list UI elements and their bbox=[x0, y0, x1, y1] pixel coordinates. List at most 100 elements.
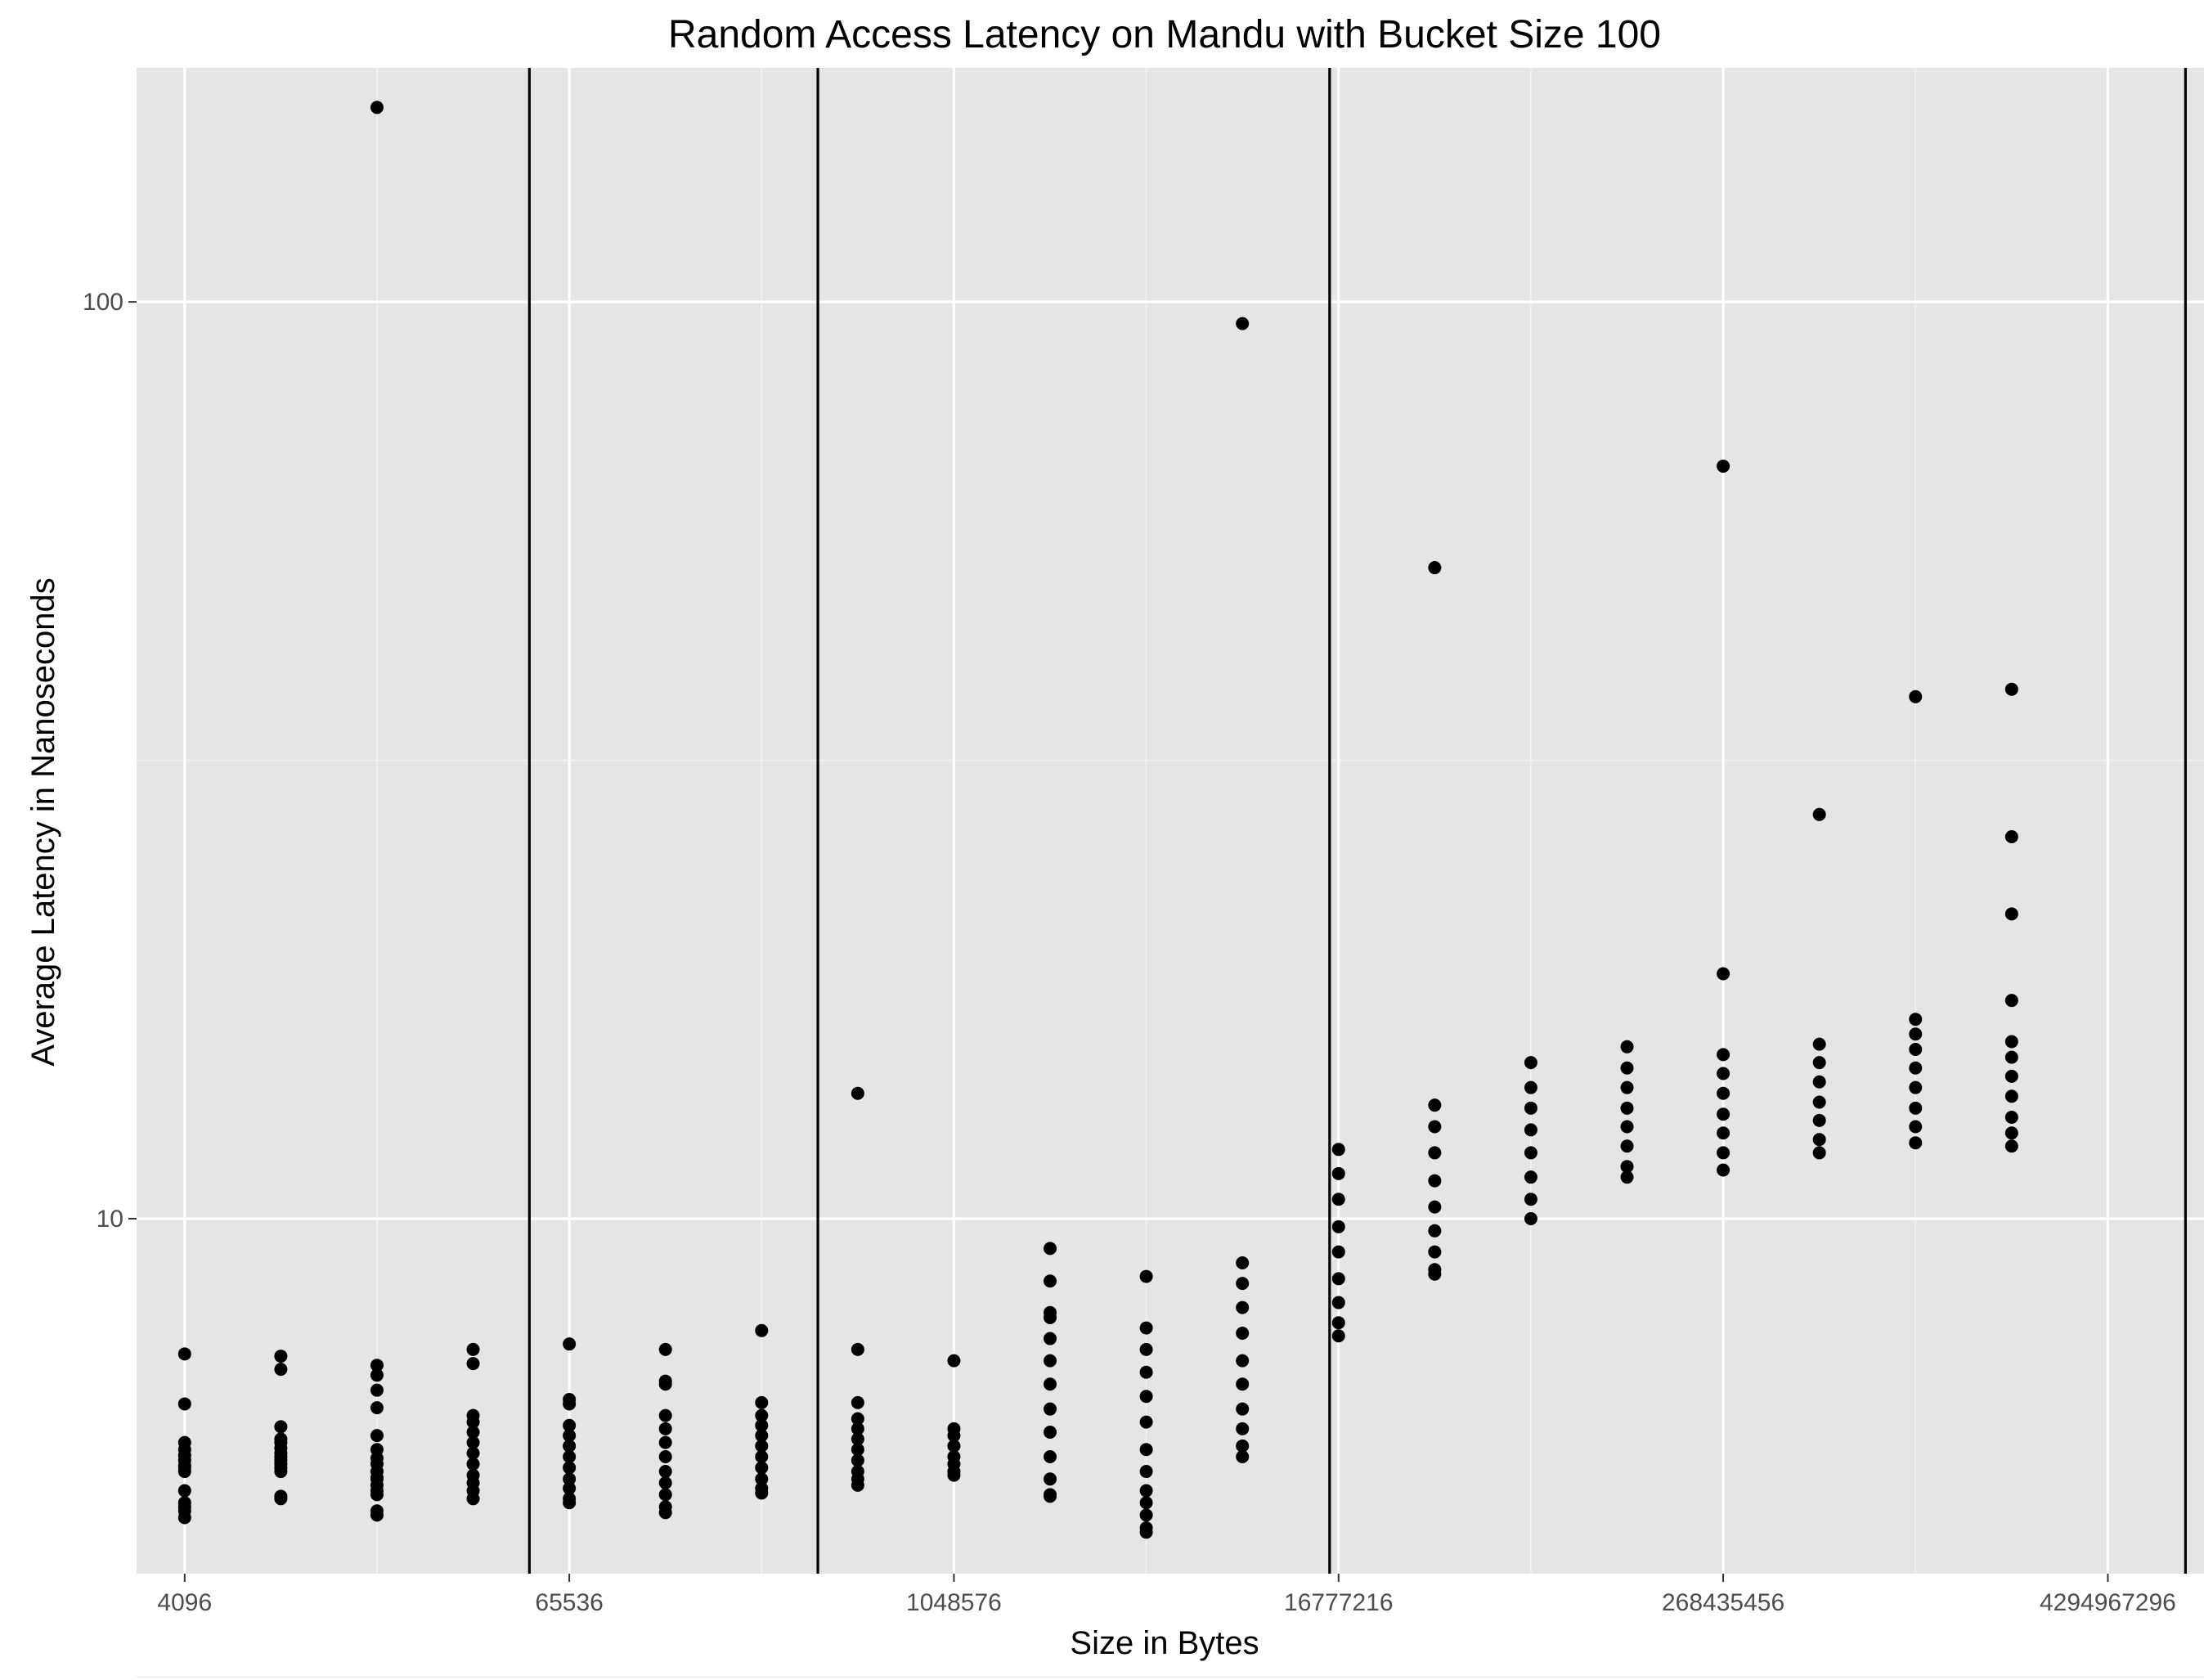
data-point bbox=[370, 101, 384, 115]
data-point bbox=[1620, 1170, 1634, 1184]
x-tick-label: 268435456 bbox=[1662, 1589, 1784, 1616]
data-point bbox=[1524, 1101, 1537, 1115]
y-tick-label: 10 bbox=[97, 1206, 123, 1233]
data-point bbox=[1909, 1027, 1923, 1041]
data-point bbox=[370, 1508, 384, 1522]
data-point bbox=[1139, 1390, 1153, 1404]
data-point bbox=[1909, 1042, 1923, 1056]
data-point bbox=[1909, 1120, 1923, 1134]
major-gridlines bbox=[137, 68, 2204, 1574]
data-point bbox=[2004, 1111, 2018, 1125]
data-point bbox=[851, 1478, 864, 1492]
data-point bbox=[2004, 1089, 2018, 1103]
data-point bbox=[466, 1435, 480, 1449]
data-point bbox=[274, 1432, 288, 1446]
data-point bbox=[1139, 1484, 1153, 1498]
data-point bbox=[1620, 1080, 1634, 1094]
data-point bbox=[1620, 1139, 1634, 1153]
data-point bbox=[563, 1496, 577, 1510]
data-point bbox=[370, 1488, 384, 1502]
data-point bbox=[1909, 1101, 1923, 1115]
data-point bbox=[755, 1439, 769, 1453]
data-point bbox=[1909, 690, 1923, 703]
minor-gridlines bbox=[137, 68, 2204, 1678]
data-point bbox=[1236, 1377, 1250, 1391]
data-point bbox=[1139, 1269, 1153, 1283]
data-point bbox=[1812, 1037, 1826, 1051]
data-point bbox=[1524, 1211, 1537, 1225]
data-point bbox=[370, 1429, 384, 1443]
data-point bbox=[1139, 1496, 1153, 1510]
data-point bbox=[658, 1435, 672, 1449]
data-point bbox=[1044, 1402, 1057, 1416]
data-point bbox=[1812, 1133, 1826, 1147]
y-axis-title: Average Latency in Nanoseconds bbox=[25, 577, 61, 1066]
data-point bbox=[1236, 1277, 1250, 1291]
data-point bbox=[1331, 1245, 1345, 1259]
data-point bbox=[1044, 1332, 1057, 1345]
data-point bbox=[1331, 1272, 1345, 1286]
data-point bbox=[755, 1486, 769, 1500]
data-point bbox=[1428, 1120, 1442, 1134]
data-point bbox=[1909, 1136, 1923, 1150]
data-point bbox=[755, 1323, 769, 1337]
data-point bbox=[755, 1395, 769, 1409]
data-point bbox=[755, 1450, 769, 1464]
data-point bbox=[2004, 1035, 2018, 1049]
data-point bbox=[755, 1429, 769, 1443]
x-tick-label: 4294967296 bbox=[2040, 1589, 2176, 1616]
data-point bbox=[1236, 1422, 1250, 1435]
data-point bbox=[1717, 1107, 1730, 1121]
data-point bbox=[1524, 1170, 1537, 1184]
data-point bbox=[1236, 1439, 1250, 1453]
data-point bbox=[947, 1429, 961, 1443]
x-tick-label: 1048576 bbox=[906, 1589, 1002, 1616]
data-point bbox=[1139, 1321, 1153, 1335]
data-point bbox=[755, 1418, 769, 1432]
data-point bbox=[370, 1383, 384, 1397]
data-point bbox=[370, 1368, 384, 1382]
data-point bbox=[1717, 1086, 1730, 1100]
data-point bbox=[2004, 907, 2018, 921]
data-point bbox=[658, 1465, 672, 1479]
data-point bbox=[1331, 1193, 1345, 1206]
x-axis-ticks: 4096 65536 1048576 16777216 268435456 4294967… bbox=[157, 1574, 2176, 1616]
data-point bbox=[1044, 1450, 1057, 1464]
data-point bbox=[947, 1468, 961, 1482]
plot-panel bbox=[137, 68, 2204, 1574]
data-point bbox=[1524, 1080, 1537, 1094]
data-point bbox=[2004, 1069, 2018, 1083]
data-point bbox=[851, 1412, 864, 1426]
data-point bbox=[1717, 1163, 1730, 1177]
data-point bbox=[851, 1086, 864, 1100]
data-point bbox=[1524, 1146, 1537, 1160]
data-point bbox=[563, 1439, 577, 1453]
data-point bbox=[658, 1342, 672, 1356]
data-point bbox=[177, 1461, 191, 1475]
data-point bbox=[1331, 1143, 1345, 1157]
data-point bbox=[1044, 1310, 1057, 1324]
data-point bbox=[563, 1429, 577, 1443]
data-point bbox=[563, 1481, 577, 1495]
data-point bbox=[370, 1359, 384, 1372]
data-point bbox=[563, 1461, 577, 1475]
data-point bbox=[1044, 1425, 1057, 1439]
data-point bbox=[1428, 1098, 1442, 1112]
data-point bbox=[851, 1443, 864, 1457]
data-point bbox=[1044, 1472, 1057, 1486]
data-point bbox=[370, 1451, 384, 1465]
data-point bbox=[274, 1420, 288, 1434]
data-point bbox=[1717, 1048, 1730, 1062]
data-point bbox=[1428, 1224, 1442, 1238]
data-point bbox=[755, 1461, 769, 1475]
data-point bbox=[1044, 1377, 1057, 1391]
data-point bbox=[1812, 1113, 1826, 1127]
data-point bbox=[1620, 1061, 1634, 1075]
data-point bbox=[1812, 1056, 1826, 1070]
data-point bbox=[1428, 561, 1442, 575]
data-point bbox=[1139, 1365, 1153, 1379]
data-point bbox=[177, 1443, 191, 1457]
x-tick-label: 16777216 bbox=[1284, 1589, 1393, 1616]
data-point bbox=[1236, 1300, 1250, 1314]
